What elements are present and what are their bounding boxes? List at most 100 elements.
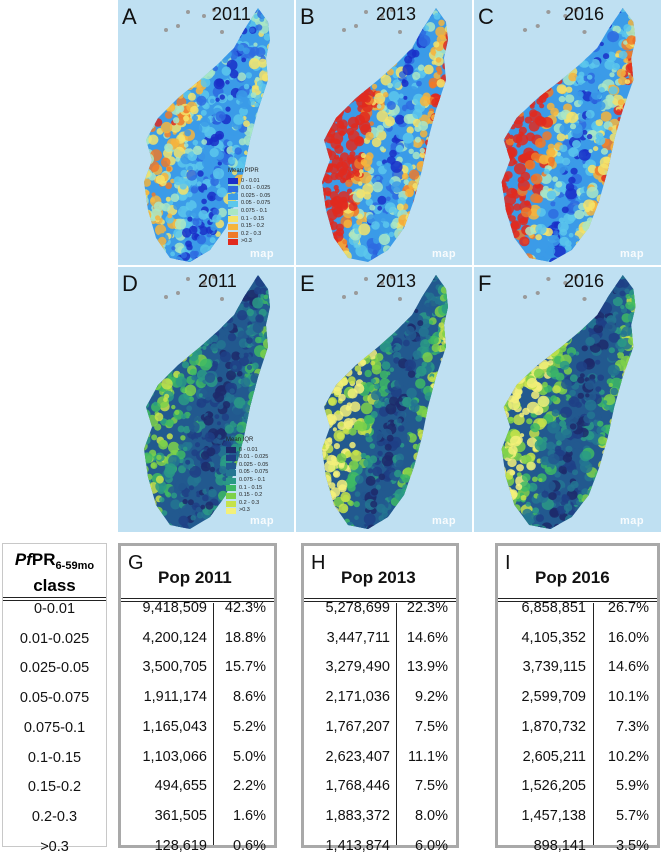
legend-iqr-title: Mean IQR	[226, 437, 254, 443]
population-count: 3,447,711	[326, 629, 390, 646]
legend-row: >0.3	[226, 507, 268, 515]
population-count: 3,739,115	[522, 659, 586, 676]
legend-swatch	[226, 500, 236, 507]
small-island	[535, 291, 540, 295]
legend-row: 0 - 0.01	[226, 447, 268, 455]
population-percent: 15.7%	[224, 659, 266, 676]
legend-row: 0.2 - 0.3	[226, 500, 268, 508]
class-label: 0.075-0.1	[23, 719, 86, 736]
panel-letter-e: E	[300, 271, 315, 296]
legend-row: 0.025 - 0.05	[228, 193, 270, 201]
class-header-sub: 6-59mo	[55, 560, 95, 573]
population-percent: 18.8%	[224, 629, 266, 646]
class-column: PfPR6-59mo class 0-0.01 0.01-0.025 0.025-0…	[2, 543, 107, 855]
population-count: 1,103,066	[142, 748, 207, 765]
population-count: 1,413,874	[325, 837, 390, 854]
legend-label: 0.01 - 0.025	[239, 454, 269, 461]
population-percent: 8.0%	[414, 807, 448, 824]
legend-swatch	[228, 185, 238, 192]
class-label: 0.15-0.2	[27, 779, 82, 796]
legend-row: >0.3	[228, 238, 270, 246]
small-island	[354, 291, 358, 295]
small-island	[563, 14, 568, 18]
legend-row: 0.1 - 0.15	[228, 216, 270, 224]
population-percent: 11.1%	[407, 748, 448, 765]
header-divider	[121, 598, 274, 602]
small-island	[546, 277, 551, 281]
madagascar-map-b	[322, 8, 448, 262]
population-count: 3,500,705	[142, 659, 207, 676]
population-count: 1,457,138	[521, 807, 586, 824]
map-panel-f: F 2016 map	[474, 267, 661, 532]
population-percent: 3.5%	[615, 837, 649, 854]
madagascar-map-f	[501, 275, 636, 529]
small-island	[398, 297, 402, 301]
population-percent: 10.2%	[607, 748, 649, 765]
legend-row: 0.2 - 0.3	[228, 231, 270, 239]
panel-year-c: 2016	[564, 4, 605, 24]
pop-table-i: I Pop 2016 6,858,851 26.7% 4,105,352 16.0% 3…	[495, 543, 660, 854]
small-island	[342, 295, 346, 299]
small-island	[380, 14, 384, 18]
class-label: 0.025-0.05	[19, 660, 90, 677]
class-label: 0.1-0.15	[27, 749, 82, 766]
small-island	[390, 8, 394, 12]
table-title-i: Pop 2016	[535, 568, 610, 587]
class-label: 0.01-0.025	[19, 630, 90, 647]
map-logo-c: map	[620, 248, 645, 260]
header-divider	[498, 598, 657, 602]
legend-row: 0.01 - 0.025	[226, 454, 268, 462]
small-island	[573, 8, 579, 12]
legend-swatch	[226, 508, 236, 515]
small-island	[354, 24, 358, 28]
legend-swatch	[226, 477, 236, 484]
population-percent: 26.7%	[607, 600, 649, 616]
population-count: 2,171,036	[325, 689, 390, 706]
legend-label: 0.075 - 0.1	[239, 476, 266, 483]
small-island	[582, 30, 587, 34]
legend-row: 0.025 - 0.05	[226, 462, 268, 470]
population-count: 1,767,207	[325, 718, 390, 735]
population-percent: 8.6%	[232, 689, 266, 706]
legend-swatch	[226, 454, 236, 461]
pop-table-h: H Pop 2013 5,278,699 22.3% 3,447,711 14.6% 3…	[301, 543, 459, 854]
population-count: 1,768,446	[325, 778, 390, 795]
panel-letter-a: A	[122, 4, 137, 29]
column-divider	[593, 603, 594, 845]
population-percent: 5.2%	[232, 718, 266, 735]
column-divider	[396, 603, 397, 845]
legend-swatch	[226, 470, 236, 477]
legend-swatch	[226, 492, 236, 499]
legend-pfpr-title: Mean PfPR	[228, 168, 259, 174]
legend-row: 0.15 - 0.2	[228, 223, 270, 231]
small-island	[220, 30, 224, 34]
legend-label: 0.2 - 0.3	[241, 230, 262, 237]
population-count: 1,911,174	[143, 689, 207, 706]
legend-pfpr: Mean PfPR 0 - 0.01 0.01 - 0.025 0.025 - 0.…	[228, 168, 270, 246]
map-logo-b: map	[432, 248, 457, 260]
population-percent: 13.9%	[406, 659, 448, 676]
population-count: 898,141	[533, 837, 586, 854]
population-percent: 5.0%	[232, 748, 266, 765]
table-letter-h: H	[311, 552, 326, 574]
pop-table-g: G Pop 2011 9,418,509 42.3% 4,200,124 18.8% 3…	[118, 543, 277, 854]
population-count: 3,279,490	[325, 659, 390, 676]
legend-row: 0.05 - 0.075	[228, 200, 270, 208]
small-island	[176, 24, 180, 28]
madagascar-map-c	[501, 8, 636, 262]
class-label: 0.2-0.3	[31, 808, 78, 825]
population-percent: 7.5%	[414, 778, 448, 795]
population-count: 128,619	[154, 837, 207, 854]
panel-letter-c: C	[478, 4, 494, 29]
population-percent: 6.0%	[414, 837, 448, 854]
legend-label: 0.01 - 0.025	[241, 185, 271, 192]
small-island	[342, 28, 346, 32]
panel-year-f: 2016	[564, 271, 605, 291]
population-count: 2,599,709	[521, 689, 586, 706]
legend-swatch	[228, 193, 238, 200]
madagascar-map-d	[144, 275, 270, 529]
small-island	[220, 297, 224, 301]
small-island	[202, 14, 206, 18]
legend-label: 0.15 - 0.2	[239, 492, 263, 499]
population-percent: 22.3%	[406, 600, 448, 616]
